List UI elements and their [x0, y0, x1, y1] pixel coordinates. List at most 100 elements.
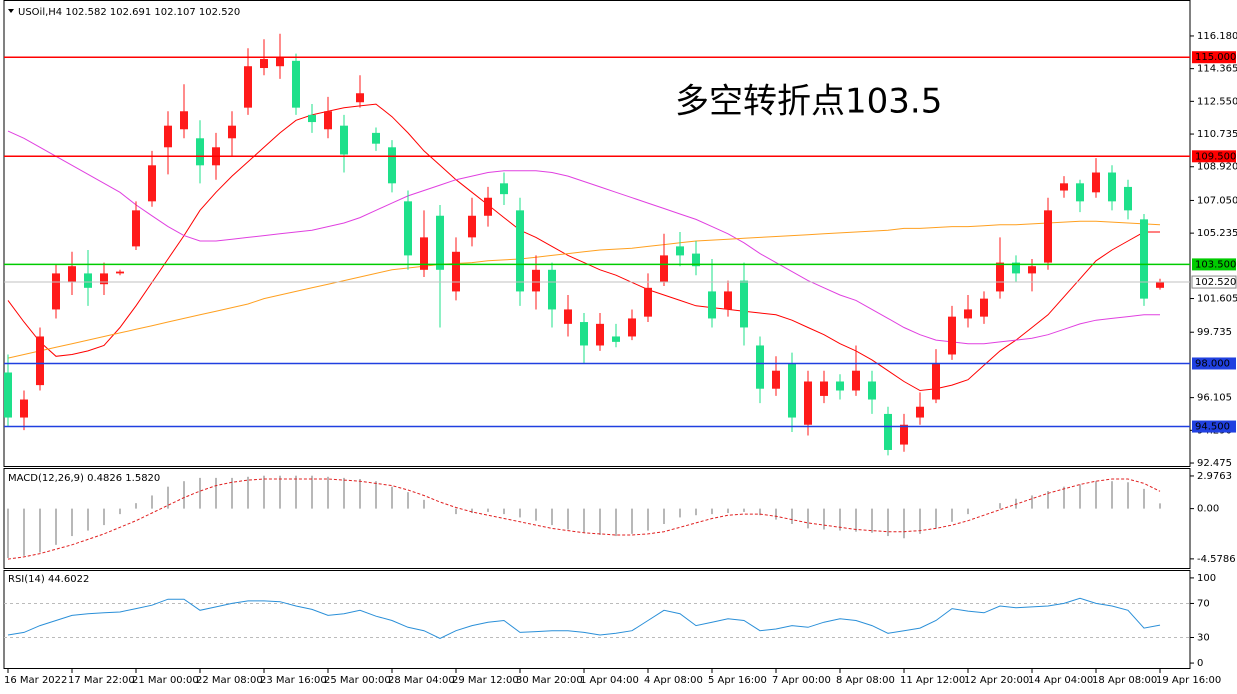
candle-body [724, 291, 732, 310]
candle-body [68, 266, 76, 283]
macd-bar [135, 503, 137, 509]
macd-bar [263, 475, 265, 509]
macd-bar [503, 508, 505, 515]
y-tick-label: 114.365 [1197, 64, 1237, 75]
candle-body [740, 280, 748, 328]
y-tick-label: 96.105 [1197, 393, 1232, 404]
macd-bar [1111, 481, 1113, 509]
macd-bar [327, 476, 329, 509]
x-tick-label: 5 Apr 16:00 [708, 675, 767, 686]
macd-bar [967, 508, 969, 515]
candle-body [676, 246, 684, 256]
x-tick-label: 30 Mar 20:00 [516, 675, 583, 686]
y-tick-label: 105.235 [1197, 228, 1237, 239]
x-tick-label: 11 Apr 12:00 [900, 675, 965, 686]
y-tick-label: 108.920 [1197, 162, 1237, 173]
candle-body [916, 406, 924, 418]
candle-body [484, 197, 492, 216]
candle-body [84, 273, 92, 288]
candle-body [1156, 282, 1164, 288]
y-tick-label: 70 [1197, 598, 1210, 609]
macd-bar [743, 508, 745, 512]
candle-body [1076, 183, 1084, 202]
candle-body [804, 381, 812, 425]
candle-body [388, 147, 396, 184]
macd-bar [39, 508, 41, 553]
candle-body [324, 111, 332, 130]
candle-body [772, 370, 780, 389]
candle-body [692, 253, 700, 267]
level-label-box [1192, 258, 1236, 271]
macd-bar [519, 508, 521, 518]
macd-bar [679, 508, 681, 518]
x-tick-label: 7 Apr 00:00 [772, 675, 831, 686]
candle-body [100, 273, 108, 285]
macd-bar [567, 508, 569, 530]
current-price-box [1191, 275, 1237, 289]
candle-body [884, 413, 892, 450]
macd-panel-frame [3, 468, 1191, 569]
candle-body [1092, 172, 1100, 193]
macd-bar [151, 495, 153, 509]
candle-body [372, 132, 380, 144]
candle-body [612, 336, 620, 342]
x-tick-label: 19 Apr 16:00 [1156, 675, 1221, 686]
y-tick-label: 2.9763 [1197, 471, 1232, 482]
x-tick-label: 17 Mar 22:00 [68, 675, 135, 686]
x-tick-label: 1 Apr 04:00 [580, 675, 639, 686]
macd-bar [1047, 491, 1049, 509]
macd-bar [823, 508, 825, 530]
signal-line [7, 478, 1161, 560]
candle-body [260, 59, 268, 69]
candle-body [596, 323, 604, 346]
macd-bar [615, 508, 617, 537]
candle-body [996, 262, 1004, 292]
y-tick-label: 112.550 [1197, 96, 1237, 107]
macd-bar [1143, 488, 1145, 509]
macd-title: MACD(12,26,9) 0.4826 1.5820 [8, 473, 160, 484]
macd-bar [647, 508, 649, 531]
macd-bar [407, 492, 409, 509]
x-tick-label: 25 Mar 00:00 [324, 675, 391, 686]
y-tick-label: -4.5786 [1197, 554, 1236, 565]
y-tick-label: 0 [1197, 658, 1203, 669]
level-label: 115.000 [1195, 52, 1236, 63]
macd-bar [583, 508, 585, 533]
level-label-box [1192, 420, 1236, 433]
macd-bar [1159, 503, 1161, 509]
candle-body [356, 93, 364, 103]
macd-bar [55, 508, 57, 545]
candle-body [1060, 183, 1068, 191]
candle-body [308, 114, 316, 123]
level-label-box [1192, 357, 1236, 370]
rsi-title: RSI(14) 44.6022 [8, 574, 89, 585]
macd-bar [359, 478, 361, 509]
macd-bar [7, 508, 9, 559]
moving-average [7, 103, 1160, 392]
candle-body [644, 287, 652, 317]
candle-body [580, 322, 588, 346]
y-tick-label: 0.00 [1197, 504, 1219, 515]
candle-body [548, 269, 556, 310]
macd-bar [903, 508, 905, 539]
macd-bar [855, 508, 857, 532]
x-tick-label: 12 Apr 20:00 [964, 675, 1029, 686]
macd-bar [663, 508, 665, 524]
macd-bar [1031, 495, 1033, 509]
level-label-box [1192, 51, 1236, 64]
macd-bar [871, 508, 873, 533]
candle-body [628, 318, 636, 337]
macd-bar [631, 508, 633, 534]
chart-title: USOil,H4 102.582 102.691 102.107 102.520 [18, 7, 240, 18]
candle-body [564, 309, 572, 324]
macd-bar [727, 508, 729, 514]
candle-body [868, 381, 876, 400]
macd-bar [1079, 484, 1081, 509]
y-tick-label: 107.050 [1197, 195, 1237, 206]
y-tick-label: 99.735 [1197, 327, 1232, 338]
x-tick-label: 4 Apr 08:00 [644, 675, 703, 686]
macd-bar [791, 508, 793, 524]
y-tick-label: 100 [1197, 573, 1216, 584]
